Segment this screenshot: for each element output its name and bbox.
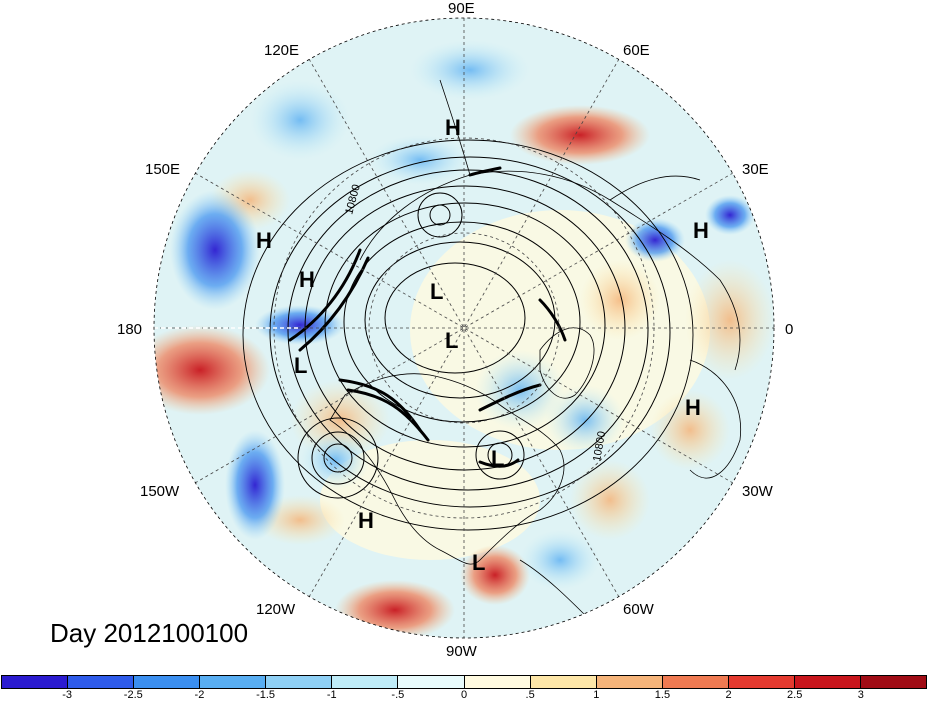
colorbar-swatch	[68, 676, 135, 688]
colorbar-swatch	[134, 676, 201, 688]
colorbar-tick-label: -1.5	[256, 689, 276, 701]
low-marker: L	[491, 446, 504, 471]
colorbar-tick-label: 2.5	[787, 689, 803, 701]
colorbar-tick-label: 1.5	[654, 689, 671, 701]
colorbar-tick-label: -1	[326, 689, 337, 701]
colorbar-swatch	[2, 676, 69, 688]
high-marker: H	[445, 115, 461, 140]
lon-label-120e: 120E	[264, 42, 299, 59]
lon-label-30w: 30W	[742, 483, 774, 500]
colorbar-swatch	[530, 676, 597, 688]
colorbar-tick-label: -3	[62, 689, 73, 701]
high-marker: H	[358, 508, 374, 533]
colorbar-swatch	[596, 676, 663, 688]
colorbar-tick-label: 3	[857, 689, 864, 701]
map-boundary	[153, 17, 775, 639]
anomaly-field	[154, 18, 774, 638]
lon-label-150w: 150W	[140, 483, 180, 500]
lon-label-90e: 90E	[448, 0, 475, 17]
high-marker: H	[685, 395, 701, 420]
colorbar-swatch	[200, 676, 267, 688]
lon-label-180: 180	[117, 321, 142, 338]
low-marker: L	[445, 328, 458, 353]
lon-label-0: 0	[785, 321, 793, 338]
lon-label-120w: 120W	[256, 601, 296, 618]
lon-label-30e: 30E	[742, 161, 769, 178]
high-marker: H	[299, 267, 315, 292]
low-marker: L	[472, 550, 485, 575]
coastlines	[329, 79, 742, 621]
colorbar-swatch	[662, 676, 729, 688]
high-marker: H	[256, 228, 272, 253]
low-marker: L	[294, 353, 307, 378]
colorbar-swatch	[861, 676, 927, 688]
lon-label-60e: 60E	[623, 42, 650, 59]
contour-label: 10800	[591, 430, 608, 462]
colorbar-tick-label: 2	[725, 689, 732, 701]
colorbar-swatch	[794, 676, 862, 688]
day-label: Day 2012100100	[50, 618, 249, 648]
colorbar-tick-label: -2	[194, 689, 205, 701]
colorbar-ticks: -3 -2.5 -2 -1.5 -1 -.5 0 .5 1 1.5 2 2.5 3	[1, 689, 927, 703]
colorbar-tick-label: -2.5	[123, 689, 143, 701]
colorbar-swatch	[398, 676, 465, 688]
colorbar-tick-label: -.5	[391, 689, 405, 701]
colorbar	[1, 675, 927, 689]
lon-label-90w: 90W	[446, 643, 478, 660]
high-marker: H	[693, 218, 709, 243]
low-marker: L	[430, 279, 443, 304]
colorbar-swatch	[266, 676, 333, 688]
colorbar-swatch	[332, 676, 399, 688]
lon-label-150e: 150E	[145, 161, 180, 178]
colorbar-tick-label: 1	[593, 689, 600, 701]
colorbar-tick-label: 0	[460, 689, 468, 701]
colorbar-swatch	[464, 676, 531, 688]
lon-label-60w: 60W	[623, 601, 655, 618]
colorbar-swatch	[728, 676, 795, 688]
colorbar-tick-label: .5	[525, 689, 535, 701]
